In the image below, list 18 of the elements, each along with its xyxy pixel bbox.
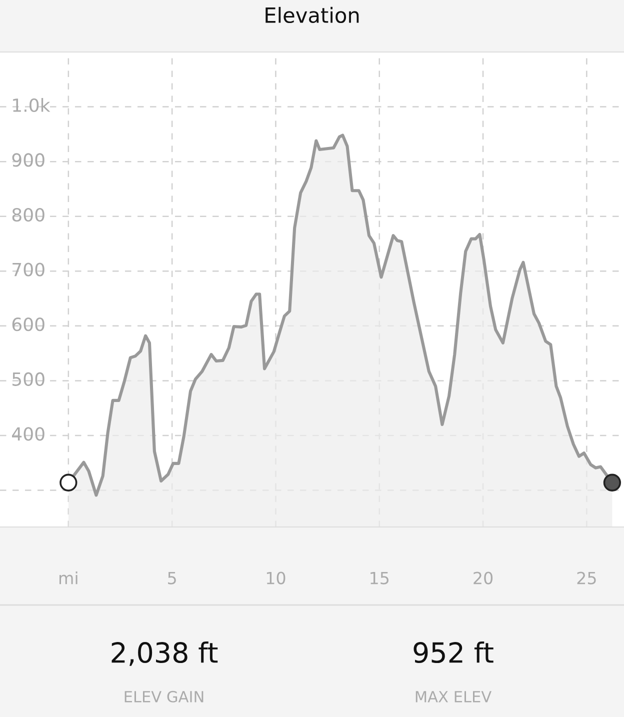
text: MAX ELEV (416, 691, 492, 702)
y-tick-label: 1.0k (13, 98, 50, 112)
chart-title: Elevation (266, 6, 359, 24)
x-tick-label: 5 (168, 572, 176, 584)
y-tick-label: 600 (12, 318, 44, 332)
x-tick-label: 20 (474, 572, 493, 584)
x-tick-label: mi (59, 571, 78, 584)
text: 2,038 ft (112, 642, 218, 666)
x-tick-label: 10 (266, 572, 286, 584)
text: ELEV GAIN (124, 690, 204, 702)
x-tick-label: 25 (577, 572, 596, 584)
text: 952 ft (414, 642, 494, 664)
x-tick-label: 15 (370, 572, 389, 584)
y-tick-label: 900 (12, 153, 44, 167)
y-tick-label: 500 (12, 372, 44, 386)
y-tick-label: 800 (12, 208, 44, 222)
y-tick-label: 400 (12, 427, 44, 441)
y-tick-label: 700 (12, 262, 44, 276)
